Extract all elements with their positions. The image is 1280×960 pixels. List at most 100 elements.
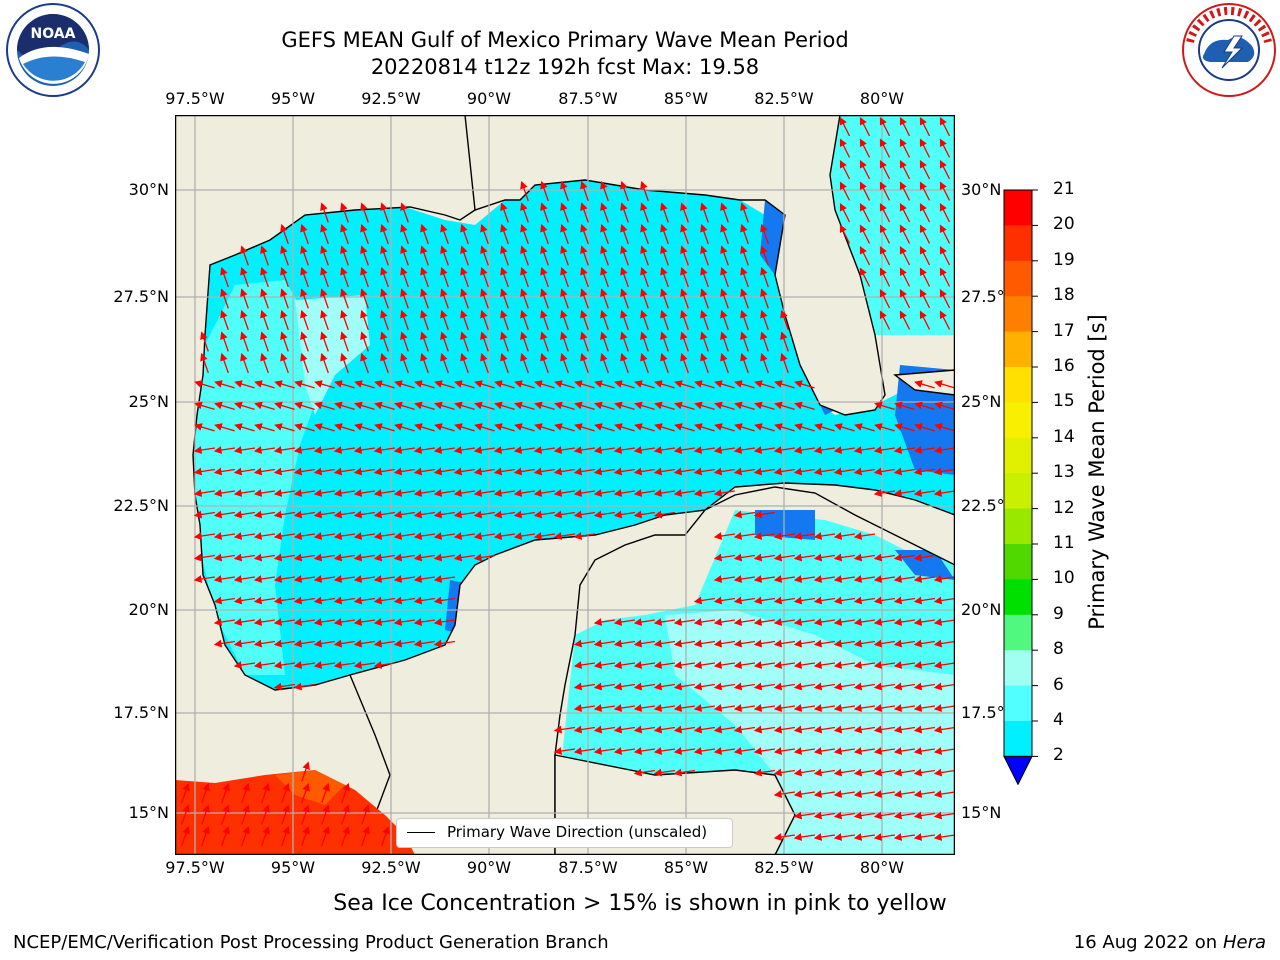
wave-arrow [793, 833, 815, 841]
wave-arrow [193, 446, 215, 454]
wave-arrow [320, 331, 329, 352]
wave-arrow [933, 747, 955, 755]
wave-arrow [593, 639, 615, 648]
wave-arrow [620, 223, 629, 245]
wave-arrow [253, 596, 275, 605]
wave-arrow [613, 618, 635, 626]
lon-label-top: 87.5°W [558, 89, 618, 108]
chart-subtitle: 20220814 t12z 192h fcst Max: 19.58 [370, 55, 760, 79]
wave-arrow [393, 553, 415, 562]
wave-arrow [580, 245, 589, 266]
wave-arrow [859, 181, 871, 201]
wave-arrow [333, 510, 355, 519]
wave-arrow [813, 747, 835, 755]
wave-arrow [839, 116, 851, 137]
wave-arrow [694, 380, 715, 389]
wave-arrow [280, 331, 289, 352]
wave-arrow [813, 811, 835, 820]
wave-arrow [653, 725, 675, 734]
wave-arrow [640, 331, 649, 352]
wave-arrow [200, 352, 209, 374]
wave-arrow [713, 747, 735, 755]
wave-arrow [440, 309, 449, 331]
wave-arrow [574, 380, 595, 389]
wave-arrow [420, 245, 429, 266]
wave-arrow [813, 446, 835, 454]
wave-arrow [240, 331, 249, 352]
wave-arrow [494, 423, 515, 432]
wave-arrow [281, 782, 290, 804]
wave-arrow [380, 223, 389, 245]
wave-arrow [280, 309, 289, 331]
wave-arrow [853, 639, 875, 648]
wave-arrow [620, 352, 629, 374]
wave-arrow [933, 704, 955, 712]
colorbar-segment [1004, 190, 1032, 226]
wave-arrow [933, 811, 955, 820]
wave-arrow [939, 224, 951, 244]
wave-arrow [293, 575, 315, 583]
wave-arrow [833, 790, 855, 798]
wave-arrow [899, 224, 911, 244]
wave-arrow [433, 618, 455, 626]
wave-arrow [474, 380, 495, 389]
wave-arrow [760, 266, 769, 288]
wave-arrow [434, 380, 455, 389]
wave-arrow [660, 202, 669, 223]
wave-arrow [313, 553, 335, 562]
wave-arrow [600, 352, 609, 374]
wave-arrow [261, 825, 270, 847]
wave-arrow [793, 467, 815, 476]
wave-arrow [673, 489, 695, 497]
wave-arrow [201, 782, 210, 804]
wave-arrow [554, 401, 575, 411]
wave-arrow [700, 245, 709, 266]
wave-arrow [480, 223, 489, 245]
wave-arrow [613, 682, 635, 691]
wave-arrow [300, 309, 309, 331]
wave-arrow [553, 532, 575, 540]
wave-arrow [733, 682, 755, 691]
wave-arrow [693, 489, 715, 497]
wave-arrow [593, 446, 615, 454]
wave-arrow [913, 811, 935, 820]
wave-arrow [400, 352, 409, 374]
wave-arrow [713, 467, 735, 476]
wave-arrow [760, 331, 769, 352]
wave-arrow [253, 467, 275, 476]
wave-arrow [613, 747, 635, 755]
wave-arrow [340, 288, 349, 309]
wave-arrow [433, 575, 455, 583]
wave-arrow [894, 401, 915, 411]
wave-arrow [633, 768, 655, 777]
lon-label-bottom: 82.5°W [754, 858, 814, 877]
wave-arrow [854, 423, 875, 432]
wave-arrow [520, 352, 529, 374]
wave-arrow [873, 596, 895, 605]
wave-arrow [713, 682, 735, 691]
wave-arrow [653, 446, 675, 454]
wave-arrow [653, 682, 675, 691]
wave-arrow [859, 224, 871, 244]
wave-arrow [853, 725, 875, 734]
wave-arrow [201, 804, 210, 825]
colorbar-tick-label: 12 [1053, 497, 1075, 518]
wave-arrow [873, 725, 895, 734]
wave-arrow [873, 618, 895, 626]
wave-arrow [193, 510, 215, 519]
wave-arrow [273, 661, 295, 669]
wave-arrow [913, 575, 935, 583]
wave-arrow [833, 446, 855, 454]
lon-label-bottom: 95°W [270, 858, 316, 877]
wave-arrow [873, 811, 895, 820]
wave-arrow [893, 575, 915, 583]
wave-arrow [733, 467, 755, 476]
wave-arrow [414, 380, 435, 389]
wave-arrow [320, 202, 329, 223]
wave-arrow [660, 309, 669, 331]
wave-arrow [374, 423, 395, 432]
wave-arrow [633, 704, 655, 712]
wave-arrow [553, 725, 575, 734]
wave-arrow [793, 596, 815, 605]
lon-label-bottom: 80°W [859, 858, 905, 877]
